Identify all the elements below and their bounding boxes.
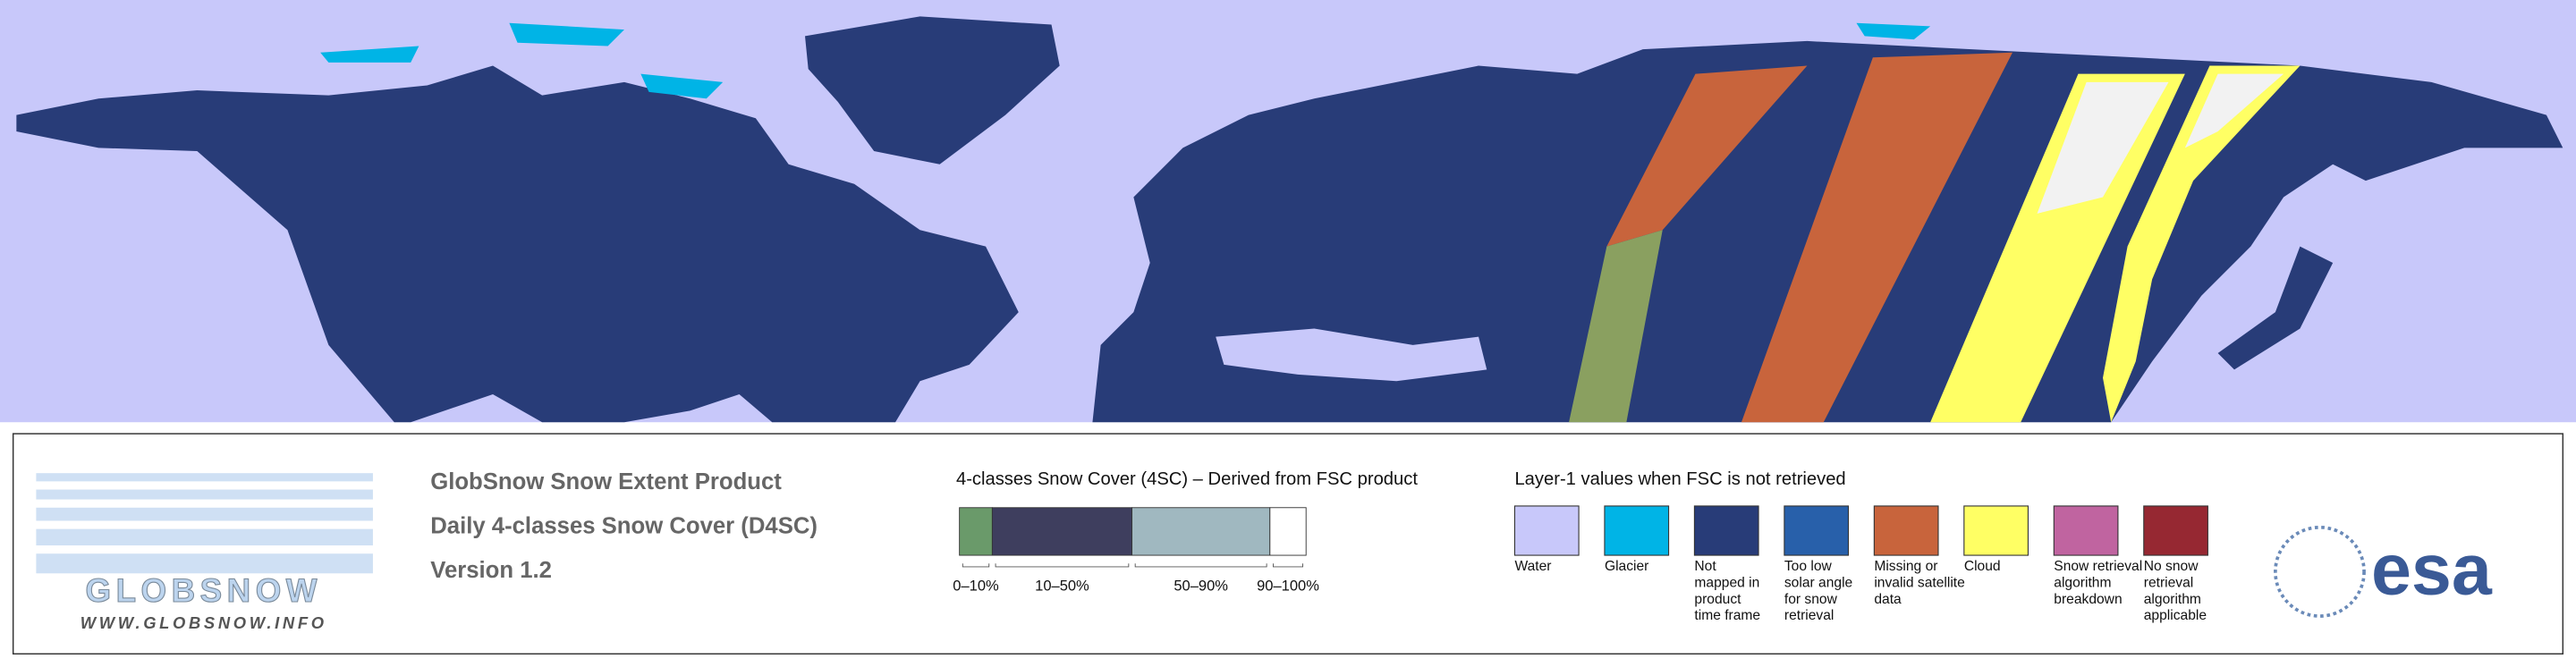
colorbar-segment — [991, 507, 1132, 556]
missing-data-swath — [1606, 52, 2012, 423]
logo-stripe — [36, 553, 373, 574]
layer1-label: Too low — [1784, 559, 1833, 574]
product-line: GlobSnow Snow Extent Product — [430, 469, 782, 494]
class-label: 50–90% — [1174, 577, 1228, 594]
colorbar-segment — [1131, 507, 1271, 556]
cloud-swath — [1930, 65, 2301, 423]
class-label: 90–100% — [1257, 577, 1319, 594]
esa-name: esa — [2371, 529, 2493, 610]
layer1-label: Glacier — [1605, 559, 1648, 574]
layer1-label: product — [1694, 592, 1741, 607]
layer1-swatch — [1963, 505, 2029, 556]
class-bracket — [962, 563, 990, 568]
layer1-swatch — [2053, 505, 2119, 556]
layer1-label: algorithm — [2054, 575, 2111, 590]
class-label: 10–50% — [1035, 577, 1089, 594]
layer1-swatch — [1693, 505, 1759, 556]
logo-name: GLOBSNOW — [86, 572, 322, 609]
logo: GLOBSNOW WWW.GLOBSNOW.INFO — [36, 473, 373, 632]
layer1-swatch — [1784, 505, 1850, 556]
snow-swath — [2037, 73, 2284, 214]
logo-stripe — [36, 489, 373, 500]
layer1-label: breakdown — [2054, 592, 2122, 607]
product-info: GlobSnow Snow Extent Product Daily 4-clas… — [430, 469, 818, 583]
class-bracket — [1273, 563, 1303, 568]
logo-url: WWW.GLOBSNOW.INFO — [80, 613, 327, 632]
north-america — [16, 65, 1019, 423]
logo-stripe — [36, 528, 373, 546]
greenland — [805, 16, 1060, 165]
layer1-title: Layer-1 values when FSC is not retrieved — [1514, 469, 1845, 489]
mixed-snow-swath — [1569, 230, 1663, 423]
esa-logo: esa — [2274, 525, 2493, 618]
esa-emblem — [2274, 525, 2366, 618]
japan — [2217, 246, 2334, 370]
mediterranean — [1216, 328, 1487, 382]
layer1-label: No snow — [2144, 559, 2199, 574]
class-bracket — [1134, 563, 1267, 568]
product-line: Daily 4-classes Snow Cover (D4SC) — [430, 514, 818, 539]
logo-stripe — [36, 507, 373, 521]
product-line: Version 1.2 — [430, 558, 552, 583]
layer1-label: algorithm — [2144, 592, 2201, 607]
layer1-label: invalid satellite — [1874, 575, 1964, 590]
layer1-label: Snow retrieval — [2054, 559, 2142, 574]
layer1-swatch — [1513, 505, 1580, 556]
layer1-swatch — [1873, 505, 1939, 556]
layer1-label: Cloud — [1964, 559, 2001, 574]
layer1-label: data — [1874, 592, 1902, 607]
class-bracket — [995, 563, 1130, 568]
layer1-label: applicable — [2144, 608, 2207, 623]
layer1-label: time frame — [1694, 608, 1760, 623]
scale-title: 4-classes Snow Cover (4SC) – Derived fro… — [956, 469, 1418, 489]
layer1-label: mapped in — [1694, 575, 1759, 590]
layer1-swatch — [2143, 505, 2208, 556]
layer1-label: Water — [1514, 559, 1551, 574]
map — [0, 0, 2576, 423]
layer1-label: for snow — [1784, 592, 1838, 607]
layer1-label: retrieval — [1784, 608, 1835, 623]
layer1-label: Not — [1694, 559, 1716, 574]
class-label: 0–10% — [953, 577, 999, 594]
colorbar-segment — [1269, 507, 1307, 556]
layer1-label: Missing or — [1874, 559, 1937, 574]
logo-stripe — [36, 473, 373, 482]
colorbar-segment — [959, 507, 993, 556]
layer1-label: solar angle — [1784, 575, 1852, 590]
layer1-swatch — [1604, 505, 1670, 556]
colorbar: 0–10% 10–50% 50–90% 90–100% — [953, 507, 1319, 594]
layer1-label: retrieval — [2144, 575, 2194, 590]
